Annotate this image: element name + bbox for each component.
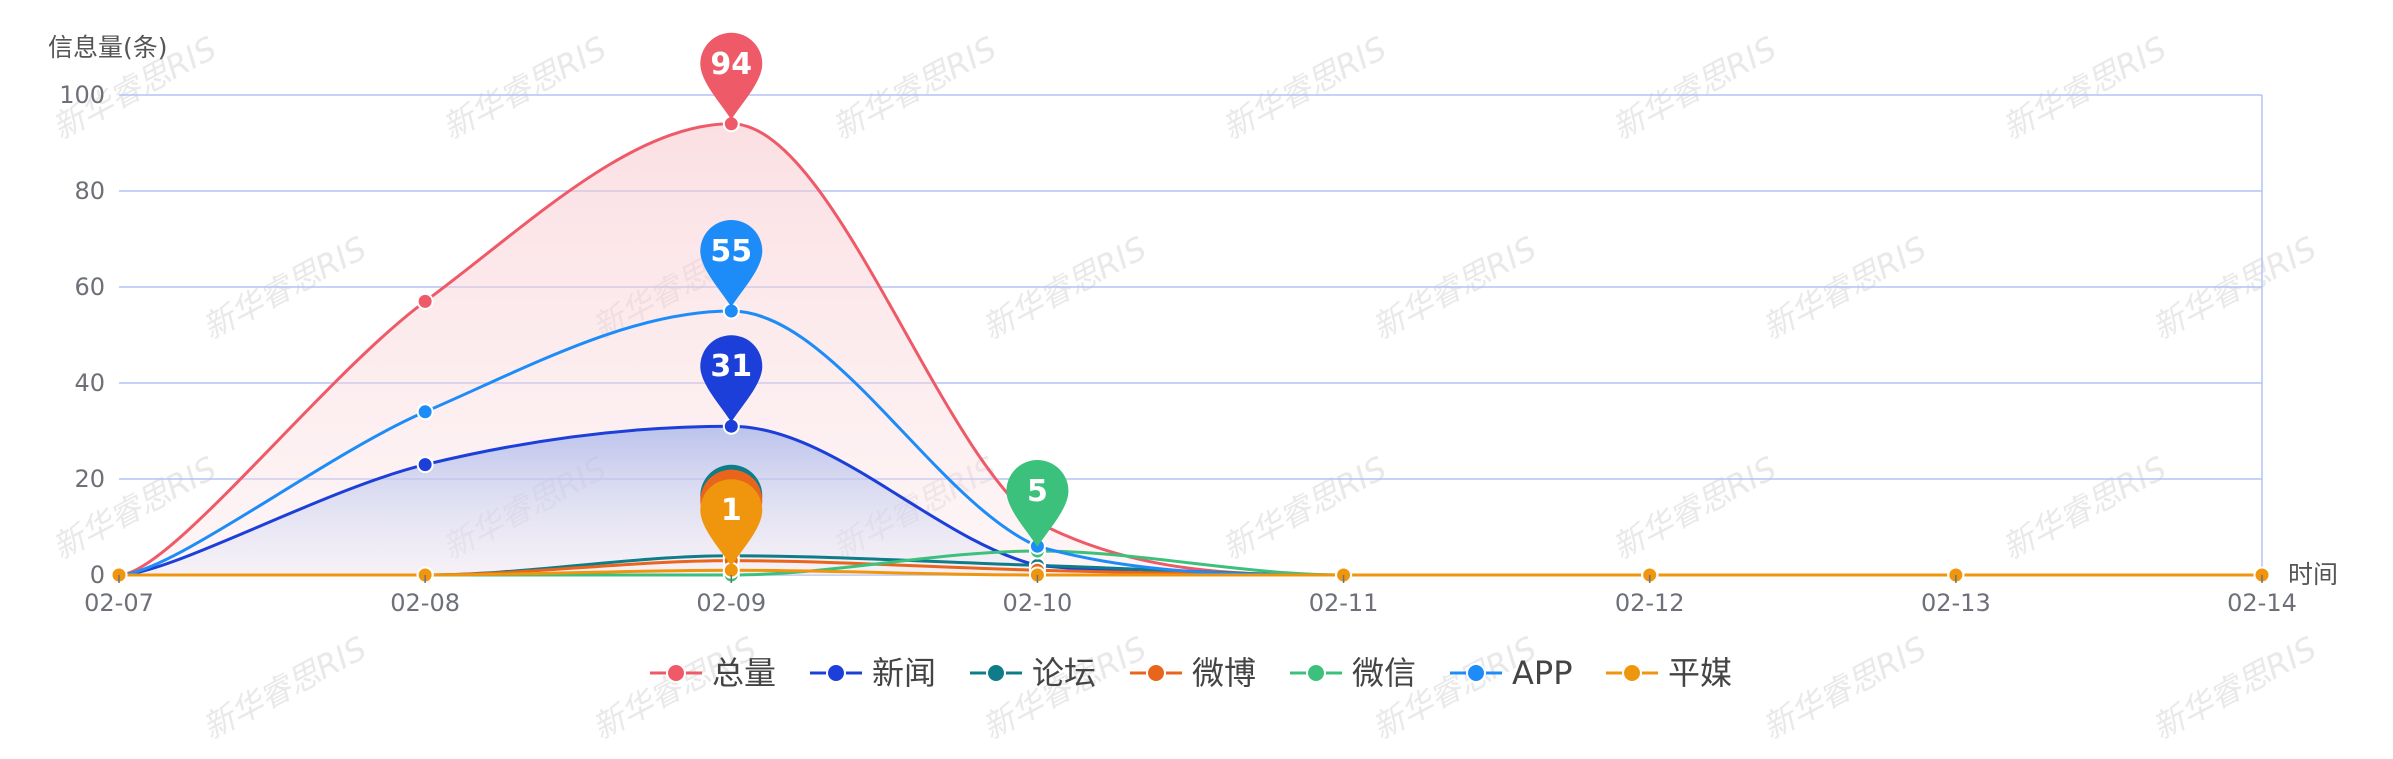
- legend-item-2[interactable]: 论坛: [970, 654, 1096, 692]
- pin-label: 5: [1027, 474, 1048, 509]
- y-tick-label: 0: [90, 561, 105, 589]
- data-point[interactable]: [416, 456, 434, 474]
- x-tick-label: 02-07: [84, 589, 154, 617]
- legend-label: 微信: [1352, 654, 1416, 692]
- max-pin-1: 31: [700, 335, 763, 423]
- pin-shape: [700, 335, 763, 423]
- x-tick-label: 02-11: [1309, 589, 1379, 617]
- pin-label: 94: [710, 47, 752, 82]
- x-tick-label: 02-13: [1921, 589, 1991, 617]
- watermark-text: 新华睿思RIS: [1606, 449, 1783, 567]
- series-line-6: [119, 568, 2262, 577]
- legend-marker: [986, 663, 1006, 683]
- series-areas: [119, 123, 2262, 575]
- y-tick-label: 80: [74, 177, 105, 205]
- watermark-text: 新华睿思RIS: [2386, 29, 2393, 147]
- pin-label: 55: [710, 234, 752, 269]
- watermark-text: 新华睿思RIS: [196, 229, 373, 347]
- legend-label: 微博: [1192, 654, 1256, 692]
- watermark-text: 新华睿思RIS: [1606, 29, 1783, 147]
- pin-shape: [700, 32, 763, 120]
- series-lines: [118, 122, 2262, 577]
- watermark-text: 新华睿思RIS: [2146, 629, 2323, 747]
- watermark-text: 新华睿思RIS: [1366, 229, 1543, 347]
- y-tick-label: 40: [74, 369, 105, 397]
- watermark-text: 新华睿思RIS: [2146, 229, 2323, 347]
- watermark-text: 新华睿思RIS: [826, 29, 1003, 147]
- x-tick-label: 02-14: [2227, 589, 2297, 617]
- legend-marker: [1306, 663, 1326, 683]
- data-point[interactable]: [416, 403, 434, 421]
- x-tick-label: 02-08: [390, 589, 460, 617]
- pin-shape: [1006, 459, 1069, 547]
- watermark-text: 新华睿思RIS: [2386, 449, 2393, 567]
- watermark-text: 新华睿思RIS: [1996, 29, 2173, 147]
- watermark-text: 新华睿思RIS: [1216, 449, 1393, 567]
- legend-item-4[interactable]: 微信: [1290, 654, 1416, 692]
- legend-marker: [1146, 663, 1166, 683]
- y-tick-label: 20: [74, 465, 105, 493]
- max-pin-6: 1: [700, 479, 763, 567]
- legend-marker: [1466, 663, 1486, 683]
- legend-item-1[interactable]: 新闻: [810, 654, 936, 692]
- legend-item-0[interactable]: 总量: [650, 654, 776, 692]
- watermark-text: 新华睿思RIS: [976, 229, 1153, 347]
- legend[interactable]: 总量 新闻 论坛 微博 微信 APP 平媒: [650, 654, 1732, 692]
- series-area-1: [119, 426, 2262, 575]
- max-pin-0: 94: [700, 32, 763, 120]
- legend-label: APP: [1512, 654, 1572, 692]
- pin-shape: [700, 220, 763, 307]
- y-axis-title: 信息量(条): [48, 33, 168, 62]
- watermark-text: 新华睿思RIS: [1996, 449, 2173, 567]
- legend-item-5[interactable]: APP: [1450, 654, 1572, 692]
- axes: 0 20 40 60 80 100 02-07 02-08 02-09 02-10 02-11 02-…: [48, 33, 2338, 617]
- data-point[interactable]: [416, 292, 434, 310]
- watermark-text: 新华睿思RIS: [1756, 629, 1933, 747]
- legend-item-6[interactable]: 平媒: [1606, 654, 1732, 692]
- x-tick-label: 02-09: [696, 589, 766, 617]
- max-pin-5: 55: [700, 220, 763, 307]
- legend-marker: [1622, 663, 1642, 683]
- legend-item-3[interactable]: 微博: [1130, 654, 1256, 692]
- legend-label: 平媒: [1668, 654, 1732, 692]
- legend-marker: [666, 663, 686, 683]
- x-tick-label: 02-10: [1003, 589, 1073, 617]
- watermark-text: 新华睿思RIS: [1756, 229, 1933, 347]
- pin-label: 31: [710, 349, 752, 384]
- legend-label: 新闻: [872, 654, 936, 692]
- pin-label: 1: [721, 493, 742, 528]
- watermark-text: 新华睿思RIS: [436, 29, 613, 147]
- legend-label: 总量: [712, 654, 776, 692]
- y-tick-label: 100: [59, 81, 105, 109]
- x-tick-label: 02-12: [1615, 589, 1685, 617]
- watermark-text: 新华睿思RIS: [1216, 29, 1393, 147]
- legend-marker: [826, 663, 846, 683]
- watermark-text: 新华睿思RIS: [196, 629, 373, 747]
- pin-shape: [700, 479, 763, 567]
- y-tick-label: 60: [74, 273, 105, 301]
- max-pin-4: 5: [1006, 459, 1069, 547]
- legend-label: 论坛: [1032, 654, 1096, 692]
- x-axis-title: 时间: [2288, 560, 2338, 589]
